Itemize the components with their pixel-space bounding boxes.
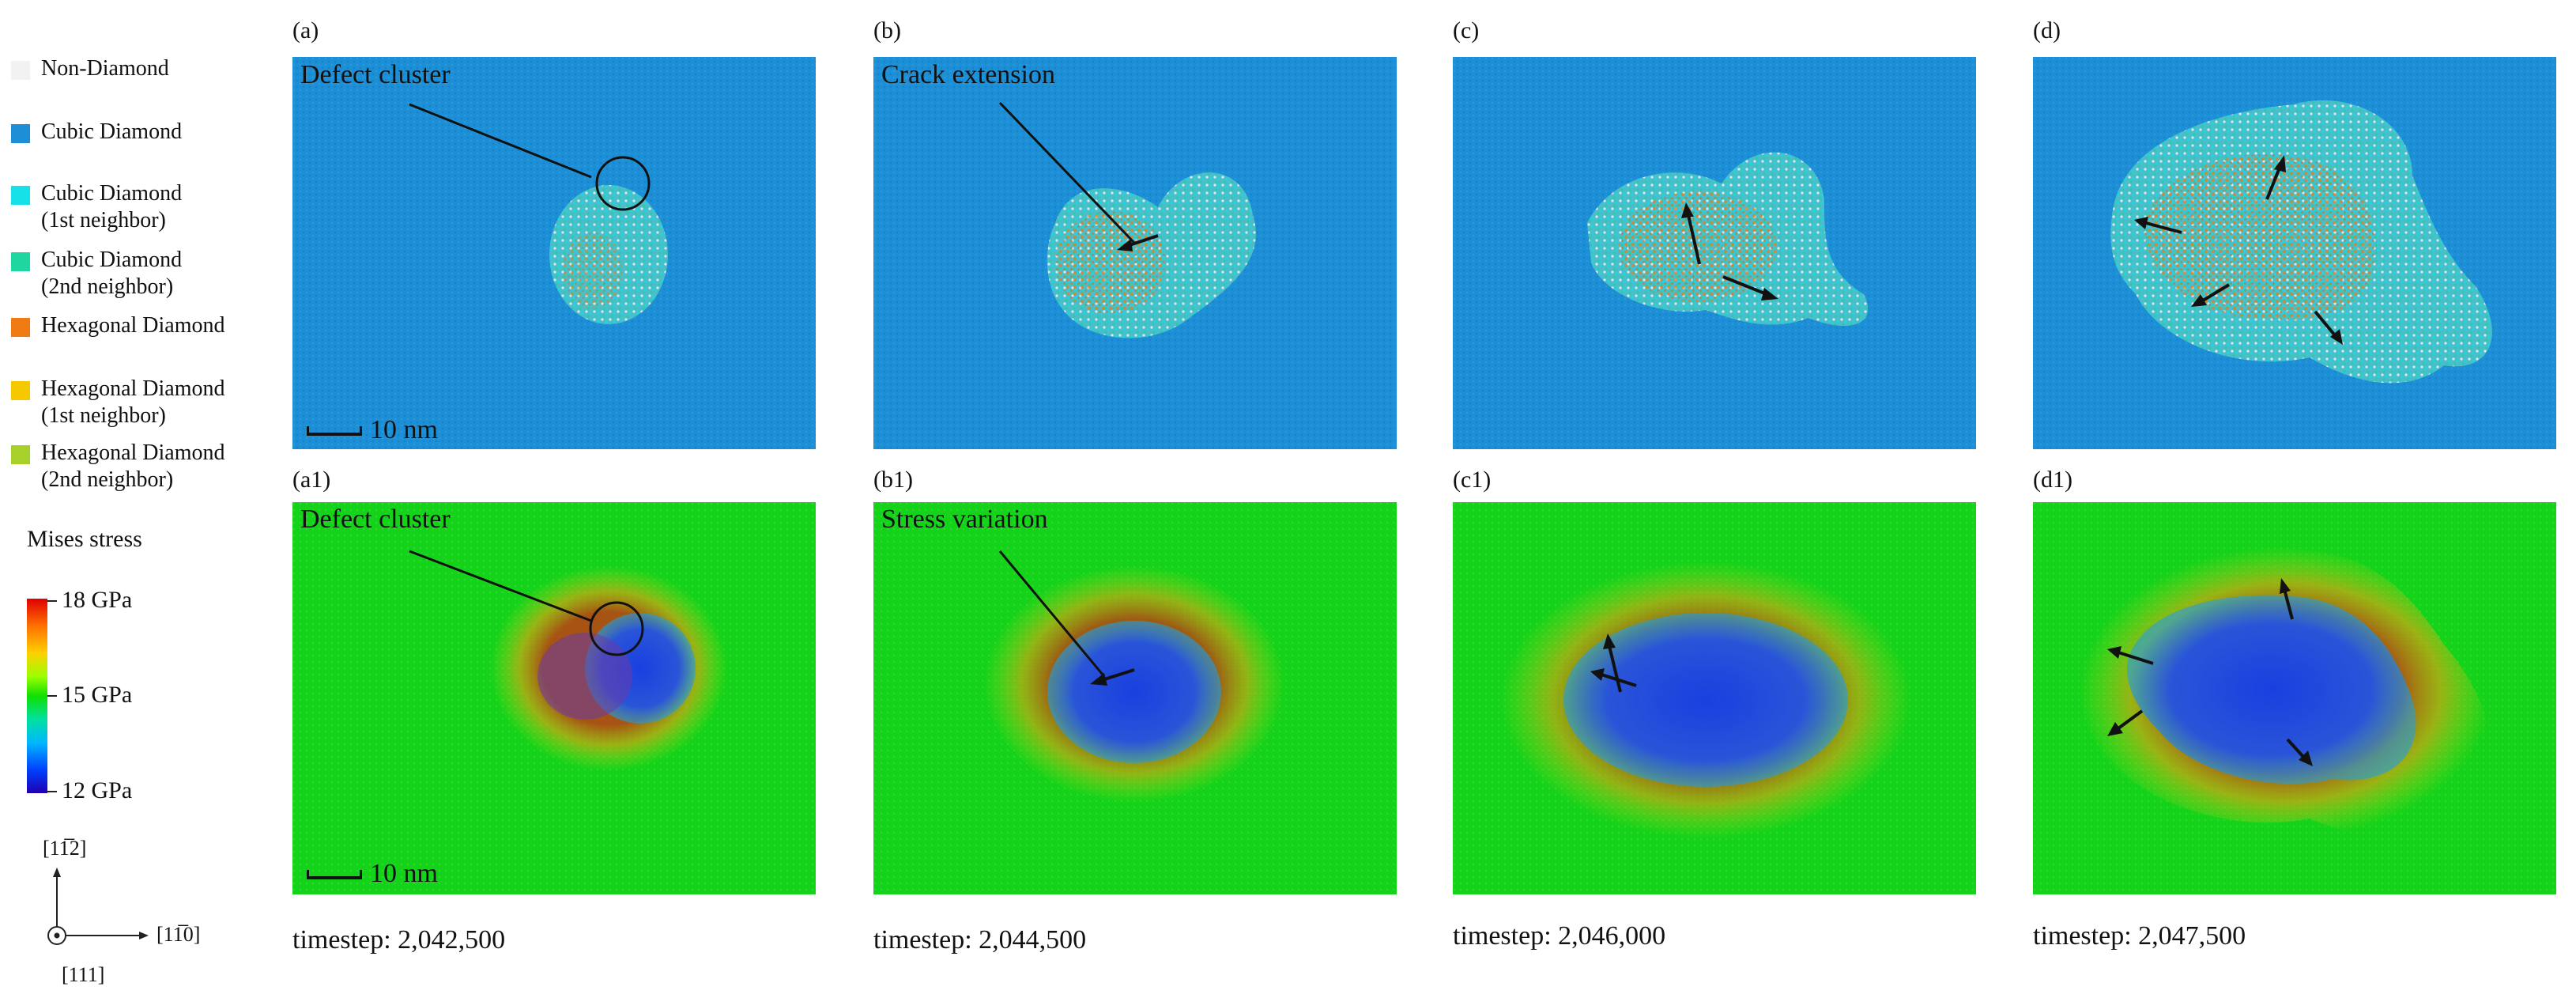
structure-map-graphic	[1453, 57, 1976, 449]
annotation-stress-variation: Stress variation	[881, 505, 1048, 534]
annotation-leader-line	[409, 103, 651, 211]
legend-swatch	[11, 186, 30, 205]
panel-c1-stress-map	[1453, 502, 1976, 894]
colorbar-title: Mises stress	[27, 526, 142, 552]
timestep-d: timestep: 2,047,500	[2033, 921, 2246, 951]
legend-label: Cubic Diamond	[41, 181, 183, 206]
panel-label-b: (b)	[873, 17, 901, 43]
timestep-a: timestep: 2,042,500	[292, 925, 506, 955]
stress-colorbar	[27, 599, 47, 793]
expansion-arrows	[2134, 155, 2343, 345]
legend-swatch	[11, 61, 30, 80]
panel-label-a: (a)	[292, 17, 319, 43]
panel-label-d1: (d1)	[2033, 467, 2072, 493]
panel-c-structure-map	[1453, 57, 1976, 449]
timestep-b: timestep: 2,044,500	[873, 925, 1087, 955]
annotation-crack-extension: Crack extension	[881, 60, 1055, 89]
stress-map-graphic	[292, 502, 816, 894]
annotation-defect-cluster: Defect cluster	[300, 60, 451, 89]
legend-label: Cubic Diamond	[41, 248, 183, 272]
panel-b-structure-map	[873, 57, 1397, 449]
structure-map-graphic	[873, 57, 1397, 449]
defect-circle-icon	[595, 156, 651, 211]
legend-item-non-diamond: Non-Diamond	[11, 55, 169, 82]
crystal-axes-icon	[47, 868, 149, 945]
legend-label: Hexagonal Diamond	[41, 440, 225, 465]
stress-map-graphic	[873, 502, 1397, 894]
colorbar-max-label: 18 GPa	[62, 587, 133, 613]
panel-d-structure-map	[2033, 57, 2556, 449]
legend-label: Non-Diamond	[41, 56, 169, 81]
legend-sublabel: (1st neighbor)	[41, 403, 166, 428]
axis-out-label: [111]	[62, 963, 105, 986]
legend-item-cubic-diamond: Cubic Diamond	[11, 119, 182, 146]
colorbar-tick	[47, 695, 57, 697]
legend-swatch	[11, 318, 30, 337]
stress-map-graphic	[2033, 502, 2556, 894]
scale-bar-line	[307, 876, 362, 879]
structure-legend: Non-Diamond Cubic Diamond Cubic Diamond …	[0, 0, 273, 998]
panel-a-structure-map	[292, 57, 816, 449]
panel-b1-stress-map	[873, 502, 1397, 894]
scale-bar-label: 10 nm	[370, 859, 438, 888]
legend-sublabel: (2nd neighbor)	[41, 467, 174, 492]
legend-swatch	[11, 124, 30, 143]
colorbar-tick	[47, 600, 57, 602]
annotation-arrow	[998, 101, 1159, 251]
axis-up-label: [11̅2]	[43, 837, 87, 860]
legend-label: Hexagonal Diamond	[41, 313, 225, 338]
panel-label-b1: (b1)	[873, 467, 913, 493]
legend-item-hexagonal-diamond-1st: Hexagonal Diamond (1st neighbor)	[11, 376, 225, 429]
scale-bar-label: 10 nm	[370, 415, 438, 444]
defect-circle-icon	[589, 601, 644, 656]
expansion-arrows	[1590, 633, 1637, 693]
annotation-arrow	[998, 550, 1135, 686]
panel-d1-stress-map	[2033, 502, 2556, 894]
legend-item-hexagonal-diamond: Hexagonal Diamond	[11, 312, 225, 339]
legend-item-hexagonal-diamond-2nd: Hexagonal Diamond (2nd neighbor)	[11, 440, 225, 493]
colorbar-tick	[47, 791, 57, 792]
timestep-c: timestep: 2,046,000	[1453, 921, 1666, 951]
panel-label-a1: (a1)	[292, 467, 331, 493]
axis-right-label: [11̅0]	[157, 923, 201, 946]
panel-label-c: (c)	[1453, 17, 1480, 43]
panel-label-c1: (c1)	[1453, 467, 1492, 493]
legend-sublabel: (1st neighbor)	[41, 208, 166, 232]
annotation-defect-cluster: Defect cluster	[300, 505, 451, 534]
legend-swatch	[11, 381, 30, 400]
panel-a1-stress-map	[292, 502, 816, 894]
legend-swatch	[11, 445, 30, 464]
colorbar-min-label: 12 GPa	[62, 777, 133, 803]
legend-label: Cubic Diamond	[41, 119, 183, 144]
stress-map-graphic	[1453, 502, 1976, 894]
legend-item-cubic-diamond-1st: Cubic Diamond (1st neighbor)	[11, 180, 182, 234]
colorbar-mid-label: 15 GPa	[62, 682, 133, 708]
legend-item-cubic-diamond-2nd: Cubic Diamond (2nd neighbor)	[11, 247, 182, 301]
structure-map-graphic	[292, 57, 816, 449]
expansion-arrows	[1681, 202, 1778, 301]
legend-swatch	[11, 252, 30, 271]
structure-map-graphic	[2033, 57, 2556, 449]
expansion-arrows	[2107, 578, 2313, 766]
panel-label-d: (d)	[2033, 17, 2061, 43]
annotation-leader-line	[409, 550, 644, 656]
scale-bar-line	[307, 433, 362, 436]
legend-label: Hexagonal Diamond	[41, 376, 225, 401]
legend-sublabel: (2nd neighbor)	[41, 274, 174, 299]
